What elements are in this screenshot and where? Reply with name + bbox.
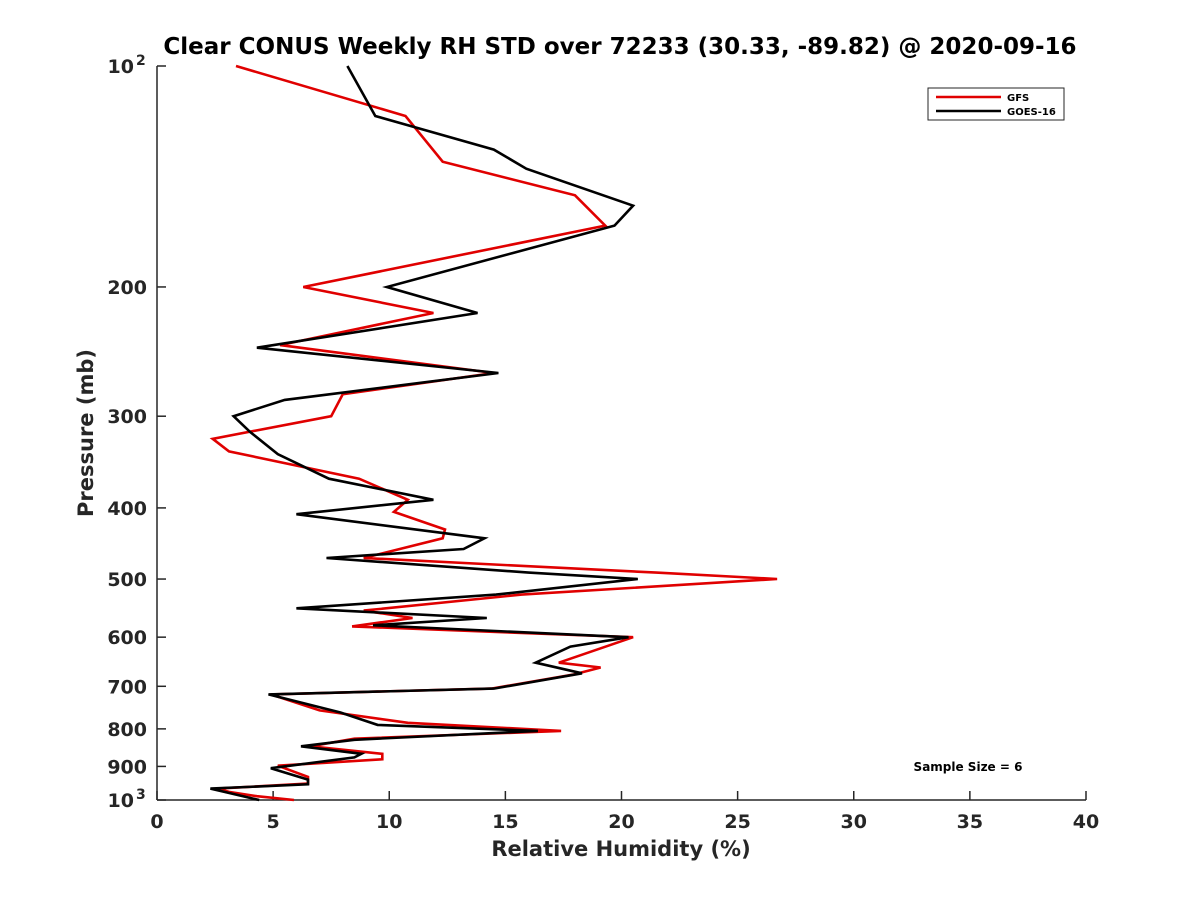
x-tick-label: 30 bbox=[841, 811, 867, 833]
x-tick-label: 35 bbox=[957, 811, 983, 833]
y-tick-label: 800 bbox=[107, 719, 147, 741]
y-tick-label: 600 bbox=[107, 627, 147, 649]
x-tick-label: 15 bbox=[492, 811, 518, 833]
x-tick-label: 25 bbox=[724, 811, 750, 833]
y-tick-label: 700 bbox=[107, 676, 147, 698]
y-tick-label: 300 bbox=[107, 406, 147, 428]
x-tick-label: 5 bbox=[267, 811, 280, 833]
y-axis-label: Pressure (mb) bbox=[74, 349, 98, 517]
legend: GFS GOES-16 bbox=[927, 87, 1065, 121]
y-tick-label: 200 bbox=[107, 277, 147, 299]
y-tick-label: 10 bbox=[108, 790, 134, 812]
x-axis-ticks: 0 5 10 15 20 25 30 35 40 bbox=[150, 791, 1099, 833]
y-tick-exponent: 3 bbox=[136, 787, 146, 803]
plot-area bbox=[156, 66, 1086, 801]
y-tick-label: 10 bbox=[108, 56, 134, 78]
chart-title: Clear CONUS Weekly RH STD over 72233 (30… bbox=[163, 34, 1076, 60]
y-tick-label: 900 bbox=[107, 756, 147, 778]
y-tick-label: 500 bbox=[107, 569, 147, 591]
legend-label: GFS bbox=[1007, 93, 1029, 104]
y-tick-label: 400 bbox=[107, 498, 147, 520]
legend-label: GOES-16 bbox=[1007, 107, 1056, 118]
series-line-gfs bbox=[209, 64, 778, 802]
x-axis-label: Relative Humidity (%) bbox=[491, 837, 750, 861]
series-layer bbox=[209, 64, 778, 802]
x-tick-label: 20 bbox=[608, 811, 634, 833]
x-tick-label: 10 bbox=[376, 811, 402, 833]
x-tick-label: 0 bbox=[150, 811, 163, 833]
legend-box bbox=[927, 87, 1065, 121]
series-line-goes-16 bbox=[210, 65, 638, 802]
sample-size-annotation: Sample Size = 6 bbox=[914, 760, 1023, 774]
x-tick-label: 40 bbox=[1073, 811, 1099, 833]
y-tick-exponent: 2 bbox=[136, 53, 146, 69]
